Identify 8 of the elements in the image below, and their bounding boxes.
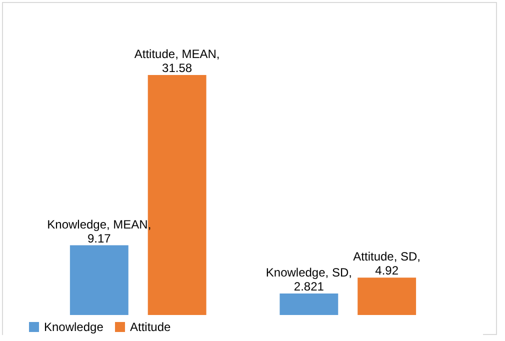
data-label: Attitude, SD, 4.92: [353, 250, 421, 278]
bar: [280, 294, 338, 315]
bar: [70, 245, 128, 315]
legend-label: Attitude: [130, 320, 172, 334]
legend-label: Knowledge: [44, 320, 104, 334]
data-label: Knowledge, SD, 2.821: [266, 266, 352, 294]
data-label: Attitude, MEAN, 31.58: [134, 47, 220, 75]
bar: [358, 278, 416, 315]
